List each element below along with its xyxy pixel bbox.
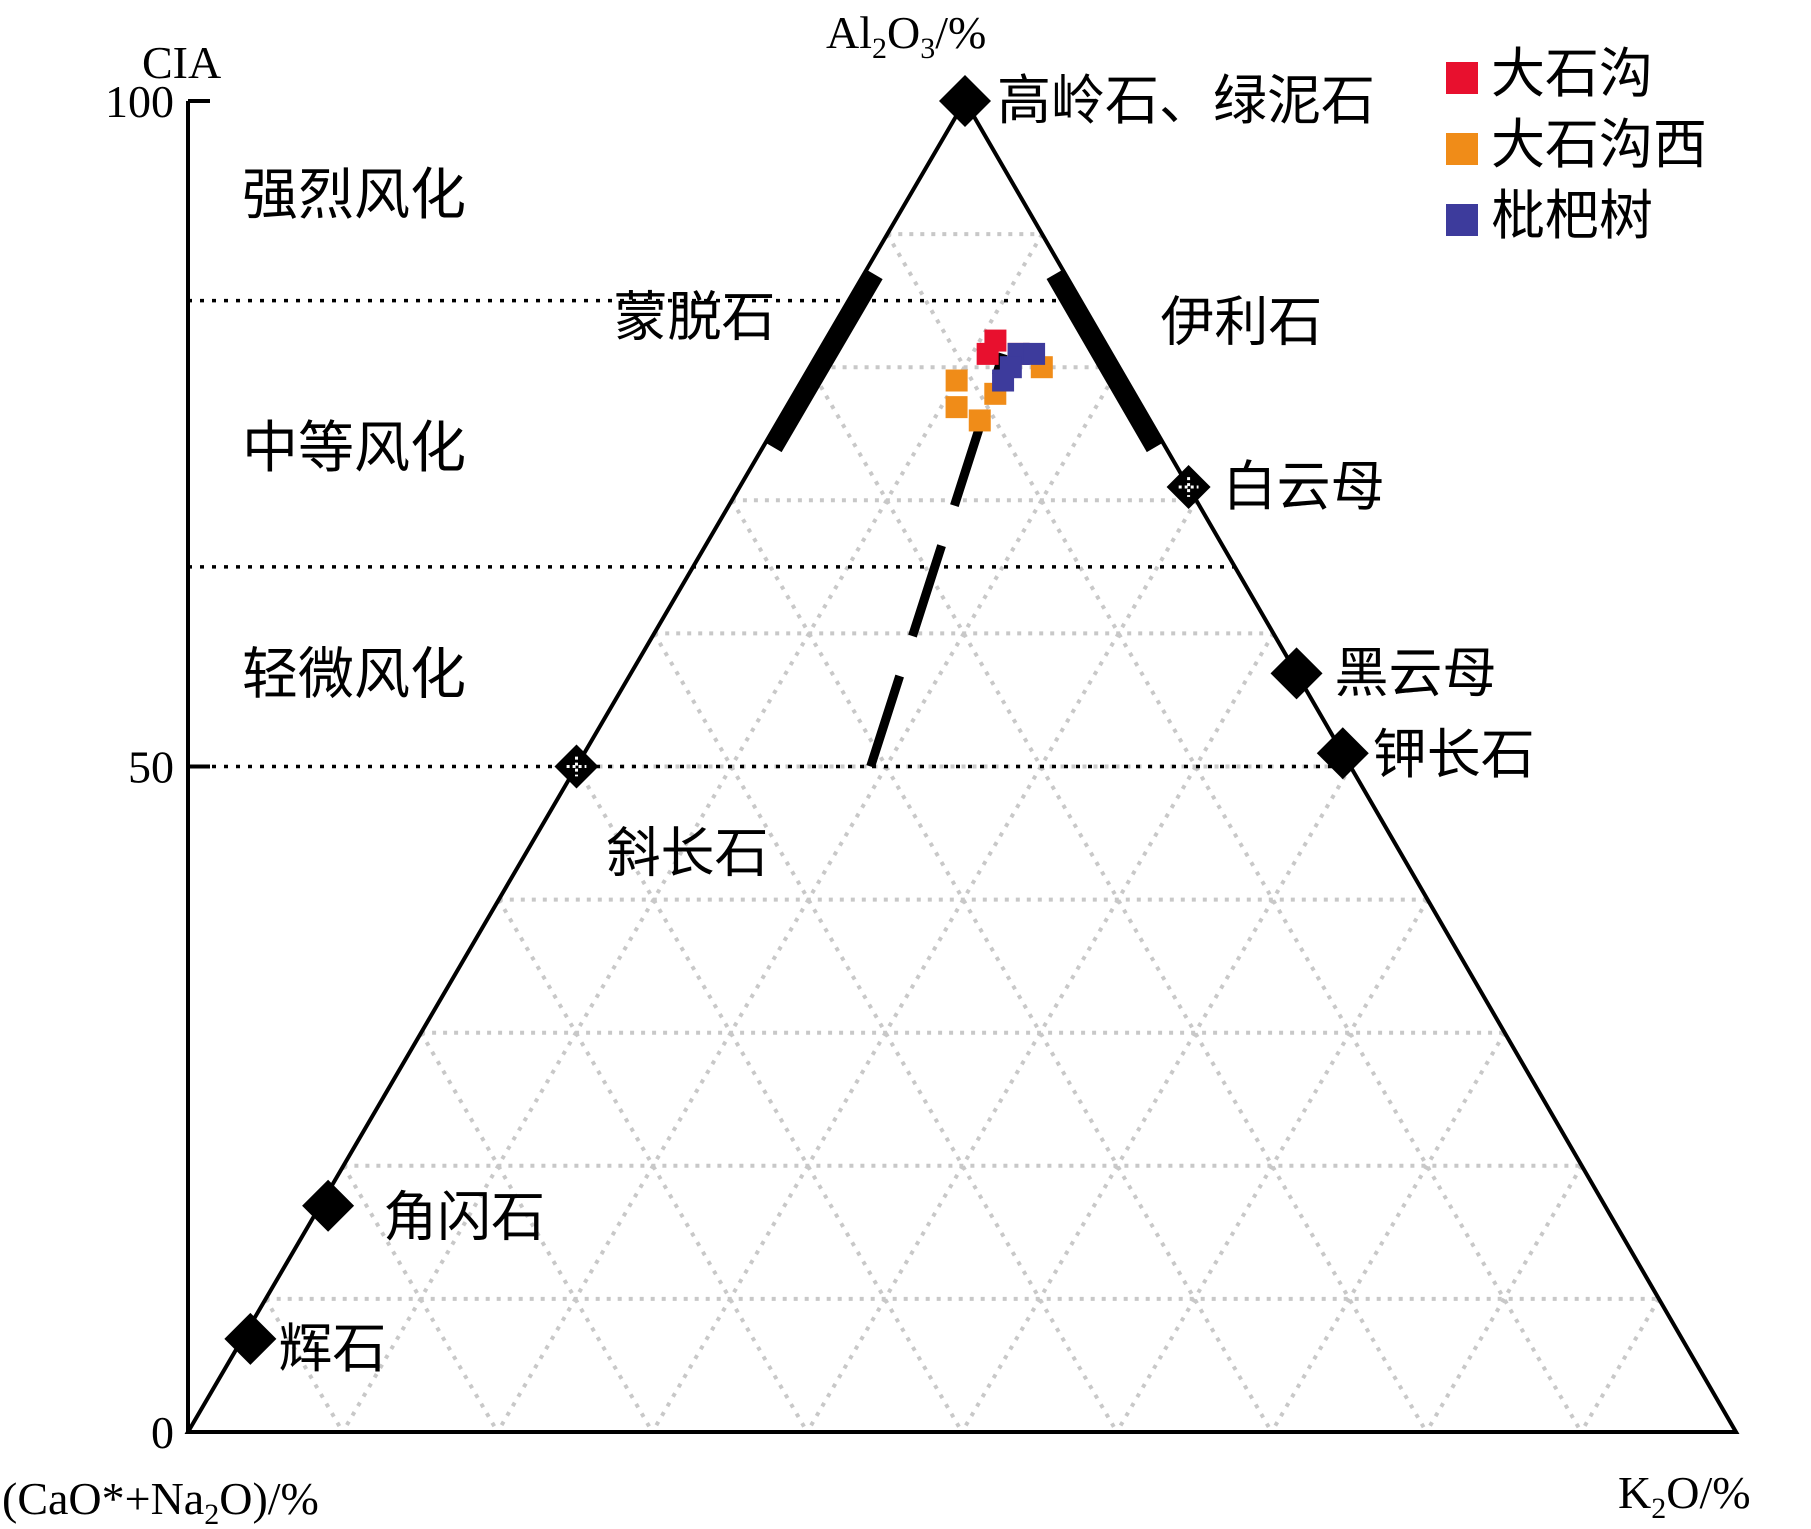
- mineral-label: 角闪石: [383, 1186, 545, 1249]
- grid-line: [885, 233, 1583, 1434]
- legend-label: 大石沟西: [1491, 113, 1707, 176]
- sample-point: [992, 369, 1015, 392]
- grid-line: [341, 233, 1044, 1434]
- grid-line: [1579, 1297, 1661, 1434]
- legend-swatch: [1446, 204, 1478, 236]
- grid-line: [960, 765, 1353, 1434]
- mineral-range-layer: 蒙脱石 伊利石: [613, 268, 1322, 453]
- cia-boundary-layer: [188, 298, 1351, 769]
- grid-line: [497, 898, 809, 1434]
- weathering-zone-label: 轻微风化: [242, 642, 466, 707]
- mineral-marker: [302, 1179, 355, 1232]
- mineral-range-bar: [764, 268, 883, 453]
- sample-point: [1023, 342, 1046, 365]
- mineral-label: 斜长石: [607, 822, 769, 885]
- cia-tick-label: 100: [105, 76, 174, 127]
- grid-line: [1269, 1031, 1507, 1434]
- mineral-label: 黑云母: [1335, 641, 1497, 704]
- mineral-marker: [554, 744, 599, 789]
- weathering-zone-label: 中等风化: [242, 416, 466, 481]
- mineral-label: 白云母: [1223, 455, 1385, 518]
- mineral-marker: [1166, 464, 1211, 509]
- top-vertex-label: Al2O3/%: [826, 7, 986, 65]
- sample-point: [945, 369, 968, 392]
- grid-layer: [263, 232, 1661, 1434]
- grid-line: [730, 499, 1274, 1434]
- sample-point: [976, 342, 999, 365]
- sample-point: [968, 409, 991, 432]
- mineral-range-label: 蒙脱石: [613, 286, 775, 349]
- left-vertex-label: (CaO*+Na2O)/%: [2, 1473, 319, 1529]
- legend-swatch: [1446, 133, 1478, 165]
- mineral-label: 钾长石: [1373, 723, 1535, 786]
- grid-line: [650, 499, 1199, 1434]
- cia-axis: 100 50 0: [105, 76, 210, 1458]
- cia-tick-label: 0: [151, 1407, 174, 1458]
- mineral-marker: [224, 1312, 277, 1365]
- mineral-label: 辉石: [278, 1317, 386, 1380]
- sample-point-layer: [945, 329, 1053, 432]
- grid-line: [1424, 1164, 1584, 1434]
- legend-label: 大石沟: [1491, 42, 1653, 105]
- mineral-range-bar: [1046, 269, 1165, 453]
- sample-point: [945, 396, 968, 419]
- legend-label: 枇杷树: [1491, 184, 1653, 247]
- grid-line: [574, 765, 964, 1434]
- mineral-range-label: 伊利石: [1160, 291, 1322, 354]
- grid-line: [1115, 898, 1430, 1434]
- mineral-marker: [1270, 647, 1323, 700]
- mineral-label: 高岭石、绿泥石: [997, 69, 1375, 132]
- right-vertex-label: K2O/%: [1618, 1467, 1751, 1525]
- cia-axis-title: CIA: [142, 37, 221, 88]
- cia-tick-label: 50: [128, 742, 174, 793]
- weathering-zone-label: 强烈风化: [242, 163, 466, 228]
- grid-line: [652, 632, 1119, 1434]
- grid-line: [263, 1297, 345, 1434]
- mineral-marker: [1316, 727, 1369, 780]
- legend-swatch: [1446, 62, 1478, 94]
- grid-line: [341, 1164, 500, 1434]
- grid-line: [807, 366, 1429, 1434]
- mineral-marker: [939, 75, 991, 127]
